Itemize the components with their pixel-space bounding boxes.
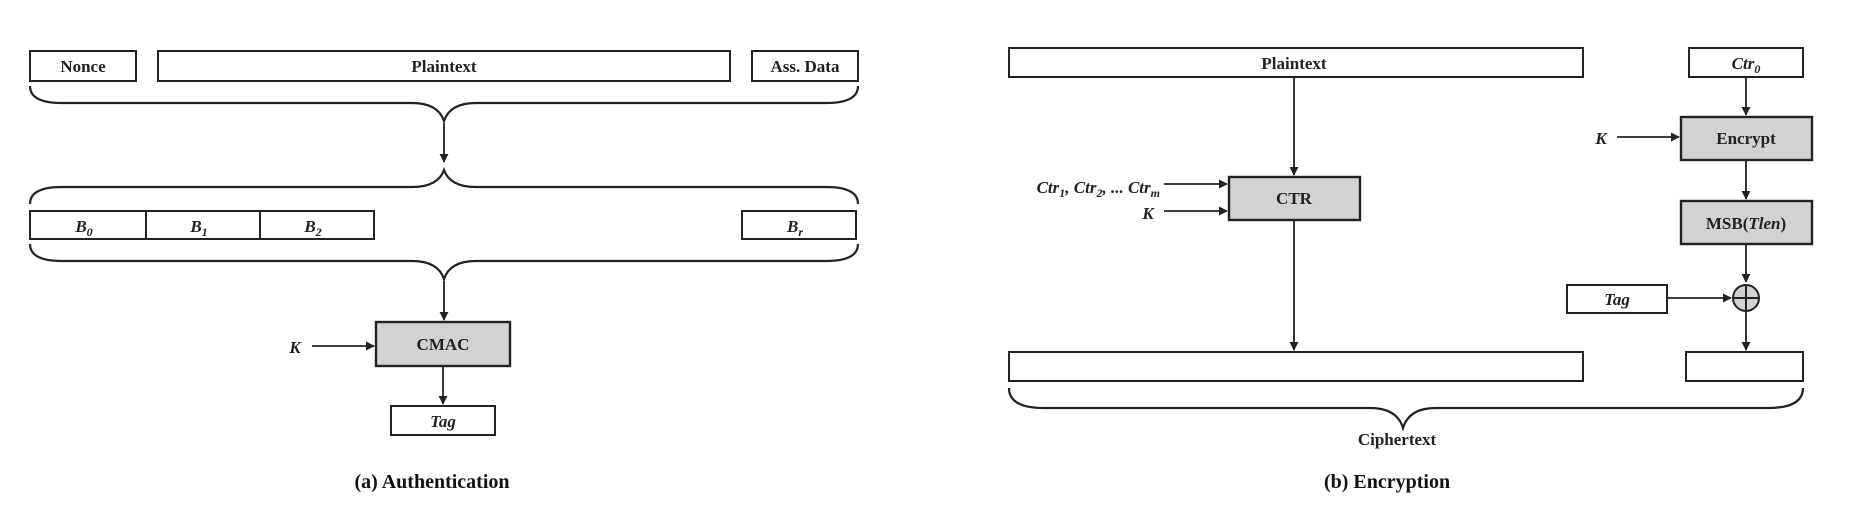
block-br: Br bbox=[741, 210, 857, 240]
auth-caption: (a) Authentication bbox=[355, 471, 510, 493]
svg-text:B2: B2 bbox=[303, 217, 321, 239]
ctr-box: CTR bbox=[1227, 175, 1362, 222]
svg-text:Ctr0: Ctr0 bbox=[1732, 54, 1761, 76]
plaintext-box: Plaintext bbox=[157, 50, 731, 82]
ctr-inputs-label: Ctr1, Ctr2, ... Ctrm bbox=[1037, 178, 1160, 200]
block-b0: B0 bbox=[29, 210, 147, 240]
ctr-key-label: K bbox=[1141, 204, 1155, 223]
authentication-panel: Nonce Plaintext Ass. Data B0 B1 bbox=[28, 50, 860, 493]
block-br-label: B bbox=[786, 217, 798, 236]
ciphertext-brace bbox=[1007, 387, 1805, 432]
block-b0-label: B bbox=[74, 217, 86, 236]
ctr0-label: Ctr bbox=[1732, 54, 1755, 73]
ass-data-box: Ass. Data bbox=[751, 50, 859, 82]
encrypted-tag-box bbox=[1685, 351, 1804, 382]
ctr-label: CTR bbox=[1276, 189, 1313, 208]
nonce-label: Nonce bbox=[60, 57, 106, 76]
msb-box: MSB(Tlen) bbox=[1679, 199, 1814, 246]
nonce-box: Nonce bbox=[29, 50, 137, 82]
svg-text:B0: B0 bbox=[74, 217, 92, 239]
input-brace bbox=[28, 85, 860, 125]
cmac-box: CMAC bbox=[374, 320, 512, 368]
encrypt-box: Encrypt bbox=[1679, 115, 1814, 162]
block-b2-label: B bbox=[303, 217, 315, 236]
encrypt-label: Encrypt bbox=[1716, 129, 1776, 148]
ctr0-box: Ctr0 bbox=[1688, 47, 1804, 78]
block-b1: B1 bbox=[145, 210, 261, 240]
enc-tag-box: Tag bbox=[1566, 284, 1668, 314]
xor-icon bbox=[1732, 284, 1760, 312]
ciphertext-box bbox=[1008, 351, 1584, 382]
cmac-label: CMAC bbox=[417, 335, 470, 354]
auth-key-label: K bbox=[288, 338, 302, 357]
enc-caption: (b) Encryption bbox=[1324, 471, 1450, 493]
ciphertext-label: Ciphertext bbox=[1358, 430, 1437, 449]
encryption-panel: Plaintext Ctr1, Ctr2, ... Ctrm K CTR Ctr… bbox=[1007, 47, 1814, 493]
svg-text:Br: Br bbox=[786, 217, 803, 239]
plaintext-label: Plaintext bbox=[411, 57, 476, 76]
msb-label: MSB(Tlen) bbox=[1706, 214, 1786, 233]
encrypt-key-label: K bbox=[1594, 129, 1608, 148]
auth-tag-box: Tag bbox=[390, 405, 496, 436]
blocks-brace bbox=[28, 243, 860, 283]
block-b2: B2 bbox=[259, 210, 375, 240]
enc-plaintext-box: Plaintext bbox=[1008, 47, 1584, 78]
svg-text:B1: B1 bbox=[189, 217, 207, 239]
ass-data-label: Ass. Data bbox=[771, 57, 840, 76]
block-b1-label: B bbox=[189, 217, 201, 236]
enc-plaintext-label: Plaintext bbox=[1261, 54, 1326, 73]
format-brace bbox=[28, 166, 860, 205]
auth-tag-label: Tag bbox=[430, 412, 456, 431]
enc-tag-label: Tag bbox=[1604, 290, 1630, 309]
